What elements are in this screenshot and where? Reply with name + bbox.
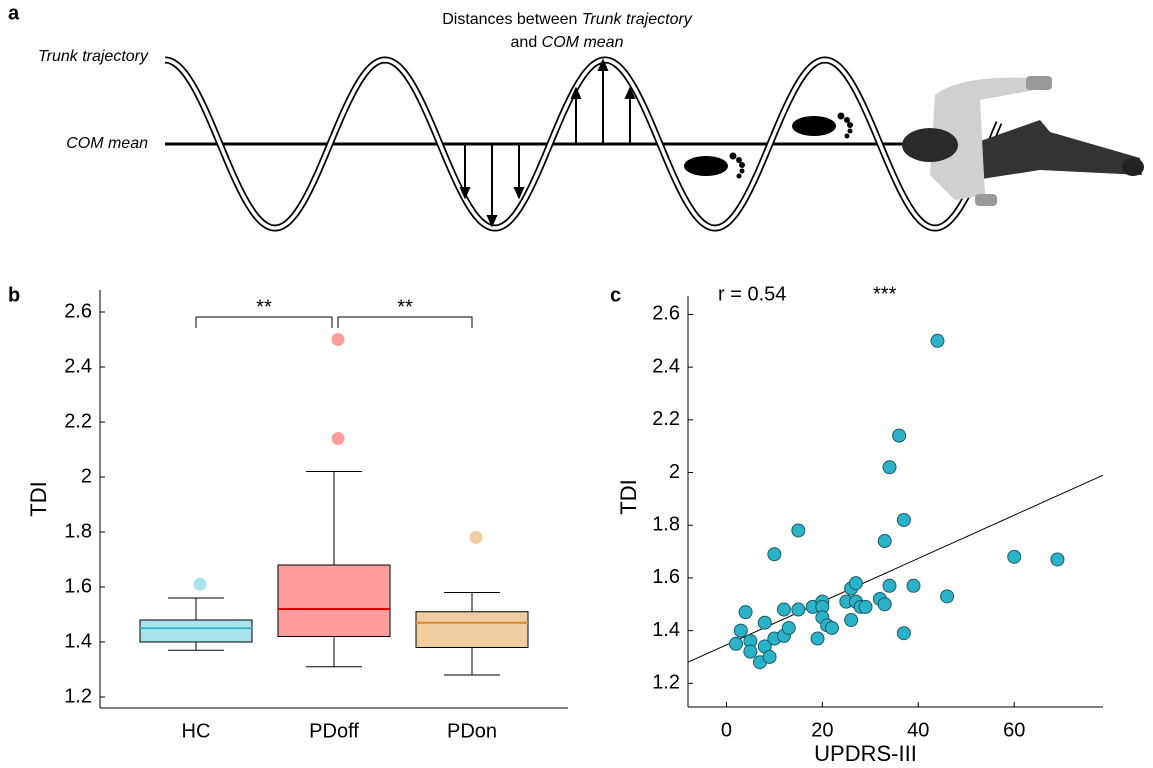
x-tick-label: 0 <box>721 719 732 741</box>
y-tick-label: 2.4 <box>64 355 92 377</box>
outlier <box>193 577 207 591</box>
y-tick-label: 1.6 <box>64 575 92 597</box>
scatter-point <box>733 623 748 638</box>
y-tick-label: 1.6 <box>652 566 680 588</box>
x-tick-label: 40 <box>907 719 929 741</box>
scatter-point <box>767 547 782 562</box>
y-tick-label: 1.4 <box>64 630 92 652</box>
y-tick-label: 1.8 <box>64 520 92 542</box>
scatter-point <box>882 460 897 475</box>
box <box>415 611 529 648</box>
diagram: a Distances between Trunk trajectory and… <box>8 2 1144 232</box>
x-tick-label: 60 <box>1003 719 1025 741</box>
x-tick-label: HC <box>182 720 211 742</box>
box <box>277 564 391 637</box>
diagram-title: and COM mean <box>511 34 624 51</box>
scatter-point <box>896 626 911 641</box>
y-axis-label: TDI <box>26 481 51 516</box>
scatter-point <box>844 613 859 628</box>
y-tick-label: 1.4 <box>652 619 680 641</box>
y-tick-label: 2.2 <box>64 410 92 432</box>
scatter-point <box>1050 552 1065 567</box>
panel-label: a <box>8 2 20 24</box>
y-tick-label: 1.2 <box>652 672 680 694</box>
distance-arrows <box>459 58 636 228</box>
scatter-point <box>882 578 897 593</box>
y-tick-label: 2.4 <box>652 355 680 377</box>
scatter-point <box>824 620 839 635</box>
scatter-point <box>877 597 892 612</box>
scatter-point <box>762 649 777 664</box>
panel-label: b <box>8 284 20 306</box>
scatter-point <box>738 605 753 620</box>
significance-bracket <box>195 316 333 328</box>
scatter-point <box>810 631 825 646</box>
stat-annotation: r = 0.54 <box>718 283 786 305</box>
scatter-point <box>906 578 921 593</box>
stat-annotation: *** <box>873 283 897 305</box>
fit-line <box>687 474 1104 663</box>
scatter-point <box>757 615 772 630</box>
x-tick-label: PDoff <box>309 720 359 742</box>
y-tick-label: 2.6 <box>652 303 680 325</box>
scatter-point <box>940 589 955 604</box>
scatter-point <box>776 602 791 617</box>
scatter-point <box>1007 549 1022 564</box>
y-tick-label: 2 <box>669 461 680 483</box>
y-axis-label: TDI <box>616 479 641 514</box>
significance-label: ** <box>256 296 272 318</box>
scatter-point <box>848 576 863 591</box>
walker <box>902 76 1144 206</box>
significance-label: ** <box>397 296 413 318</box>
significance-bracket <box>337 316 473 328</box>
scatter-point <box>791 523 806 538</box>
panel-label: c <box>610 284 621 306</box>
x-tick-label: 20 <box>811 719 833 741</box>
y-tick-label: 2 <box>81 465 92 487</box>
scatter-point <box>892 428 907 443</box>
scatter-point <box>743 644 758 659</box>
outlier <box>469 531 483 544</box>
outlier <box>331 333 345 346</box>
trunk-label: Trunk trajectory <box>38 48 149 65</box>
outlier <box>331 432 345 445</box>
x-tick-label: PDon <box>447 720 497 742</box>
scatter-point <box>728 636 743 651</box>
diagram-title: Distances between Trunk trajectory <box>442 11 693 28</box>
x-axis-label: UPDRS-III <box>814 741 917 766</box>
box <box>139 619 253 643</box>
y-tick-label: 1.8 <box>652 513 680 535</box>
scatter-point <box>781 620 796 635</box>
footprints <box>684 112 853 179</box>
com-label: COM mean <box>66 135 148 152</box>
y-tick-label: 2.2 <box>652 408 680 430</box>
trunk-wave-inner <box>164 58 1001 230</box>
scatter-point <box>896 512 911 527</box>
y-tick-label: 1.2 <box>64 685 92 707</box>
scatter-point <box>877 534 892 549</box>
scatter-point <box>791 602 806 617</box>
scatter-point <box>930 333 945 348</box>
y-tick-label: 2.6 <box>64 300 92 322</box>
scatter-point <box>858 599 873 614</box>
